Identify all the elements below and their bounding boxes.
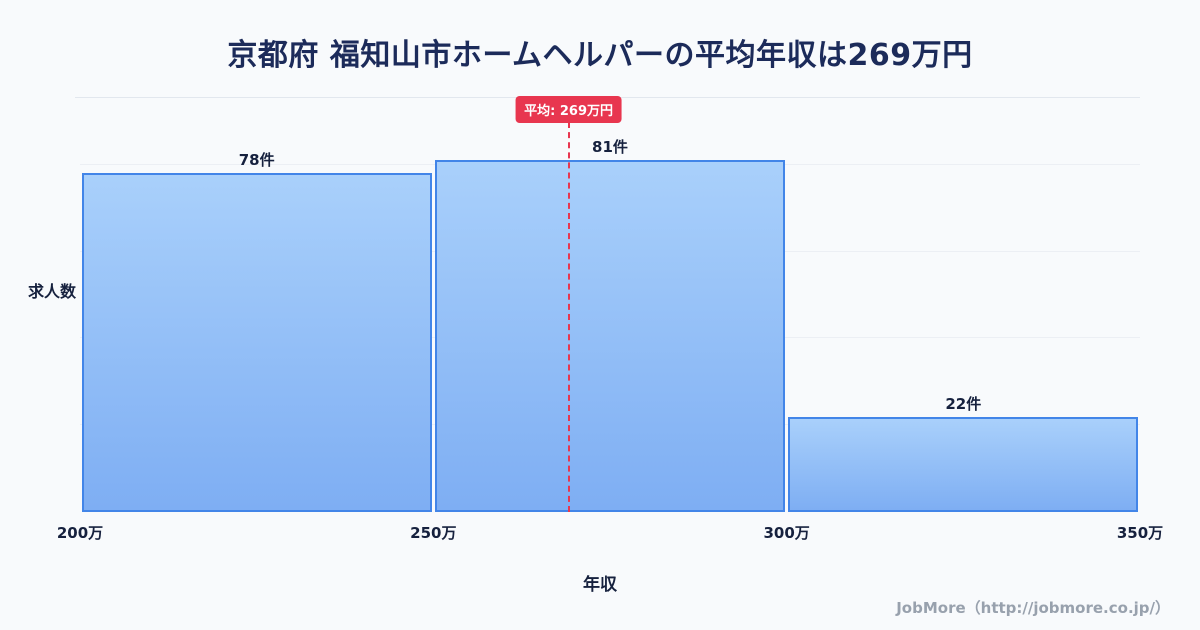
x-axis-ticks: 200万 250万 300万 350万 — [57, 522, 1163, 542]
average-line — [567, 122, 570, 512]
histogram-bar: 81件 — [434, 138, 786, 512]
footer-credit: JobMore（http://jobmore.co.jp/） — [896, 599, 1170, 617]
y-axis-label: 求人数 — [28, 282, 77, 301]
histogram-bar: 22件 — [788, 395, 1139, 512]
plot-area: 78件 81件 22件 平均: 269万円 — [80, 96, 1140, 512]
histogram-bar: 78件 — [81, 151, 432, 512]
page-title: 京都府 福知山市ホームヘルパーの平均年収は269万円 — [227, 38, 973, 73]
bar-count-label: 22件 — [945, 394, 982, 413]
x-tick-label: 250万 — [410, 524, 457, 542]
bar-count-label: 81件 — [592, 138, 628, 157]
x-tick-label: 300万 — [763, 524, 810, 542]
bar-count-label: 78件 — [238, 151, 275, 170]
x-tick-label: 200万 — [56, 524, 104, 542]
average-badge: 平均: 269万円 — [515, 96, 623, 123]
x-tick-label: 350万 — [1116, 524, 1164, 542]
x-axis-label: 年収 — [583, 575, 617, 595]
